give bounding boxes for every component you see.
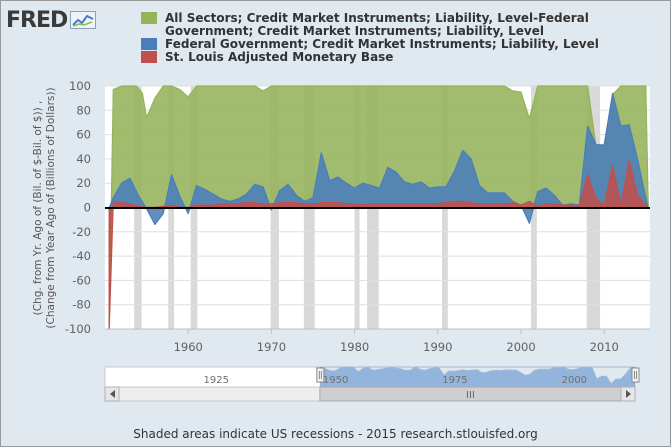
x-tick-label: 2010 (590, 340, 619, 354)
y-tick-label: 40 (76, 152, 91, 166)
legend-label: Federal Government; Credit Market Instru… (165, 37, 599, 51)
x-tick-label: 1990 (423, 340, 452, 354)
legend-item[interactable]: St. Louis Adjusted Monetary Base (141, 51, 661, 64)
navigator-selected-range[interactable] (319, 367, 635, 387)
legend-label: All Sectors; Credit Market Instruments; … (165, 11, 589, 38)
x-axis: 1960 1970 1980 1990 2000 2010 (174, 329, 619, 354)
navigator-left-handle[interactable] (316, 367, 325, 383)
x-tick-label: 1980 (340, 340, 369, 354)
y-tick-label: -20 (72, 225, 91, 239)
footer-note: Shaded areas indicate US recessions - 20… (133, 427, 538, 441)
navigator-mini-series (322, 366, 633, 385)
arrow-right-icon (626, 390, 631, 398)
y-axis-title-line1: (Chg. from Yr. Ago of (Bil. of $-Bil. of… (32, 101, 44, 316)
x-tick-label: 1970 (257, 340, 286, 354)
legend-item[interactable]: All Sectors; Credit Market Instruments; … (141, 12, 661, 38)
y-tick-label: -40 (72, 249, 91, 263)
y-tick-label: -60 (72, 273, 91, 287)
scroll-grip-icon (466, 391, 474, 398)
navigator-tick-label: 1925 (203, 375, 228, 386)
series-area-2[interactable] (108, 92, 649, 226)
navigator-tick-label: 2000 (562, 375, 587, 386)
series-area-3[interactable] (108, 159, 649, 330)
legend-swatch (141, 38, 157, 50)
x-tick-label: 2000 (506, 340, 535, 354)
y-tick-label: 100 (69, 79, 91, 93)
y-tick-label: 60 (76, 128, 91, 142)
y-tick-label: 20 (76, 176, 91, 190)
y-tick-label: -80 (72, 298, 91, 312)
legend-swatch (141, 12, 157, 24)
scroll-right-button[interactable] (620, 386, 636, 402)
navigator[interactable]: 1925 1950 1975 2000 (104, 366, 640, 402)
y-tick-label: -100 (65, 322, 91, 336)
navigator-axis: 1925 1950 1975 2000 (203, 375, 587, 386)
navigator-tick-label: 1950 (323, 375, 348, 386)
legend: All Sectors; Credit Market Instruments; … (141, 12, 661, 64)
y-axis: -100 -80 -60 -40 -20 0 20 40 60 80 100 (65, 79, 91, 336)
y-axis-title-line2: (Change from Year Ago of (Billions of Do… (45, 87, 57, 328)
navigator-tick-label: 1975 (442, 375, 467, 386)
logo-text: FRED (6, 7, 68, 33)
fred-chart-icon (70, 11, 97, 29)
y-tick-label: 80 (76, 103, 91, 117)
fred-logo[interactable]: FRED (6, 7, 97, 33)
legend-item[interactable]: Federal Government; Credit Market Instru… (141, 38, 661, 51)
legend-swatch (141, 51, 157, 63)
scroll-left-button[interactable] (104, 386, 120, 402)
navigator-right-handle[interactable] (631, 367, 640, 383)
x-tick-label: 1960 (174, 340, 203, 354)
y-tick-label: 0 (84, 201, 91, 215)
arrow-left-icon (110, 390, 115, 398)
legend-label: St. Louis Adjusted Monetary Base (165, 50, 394, 64)
